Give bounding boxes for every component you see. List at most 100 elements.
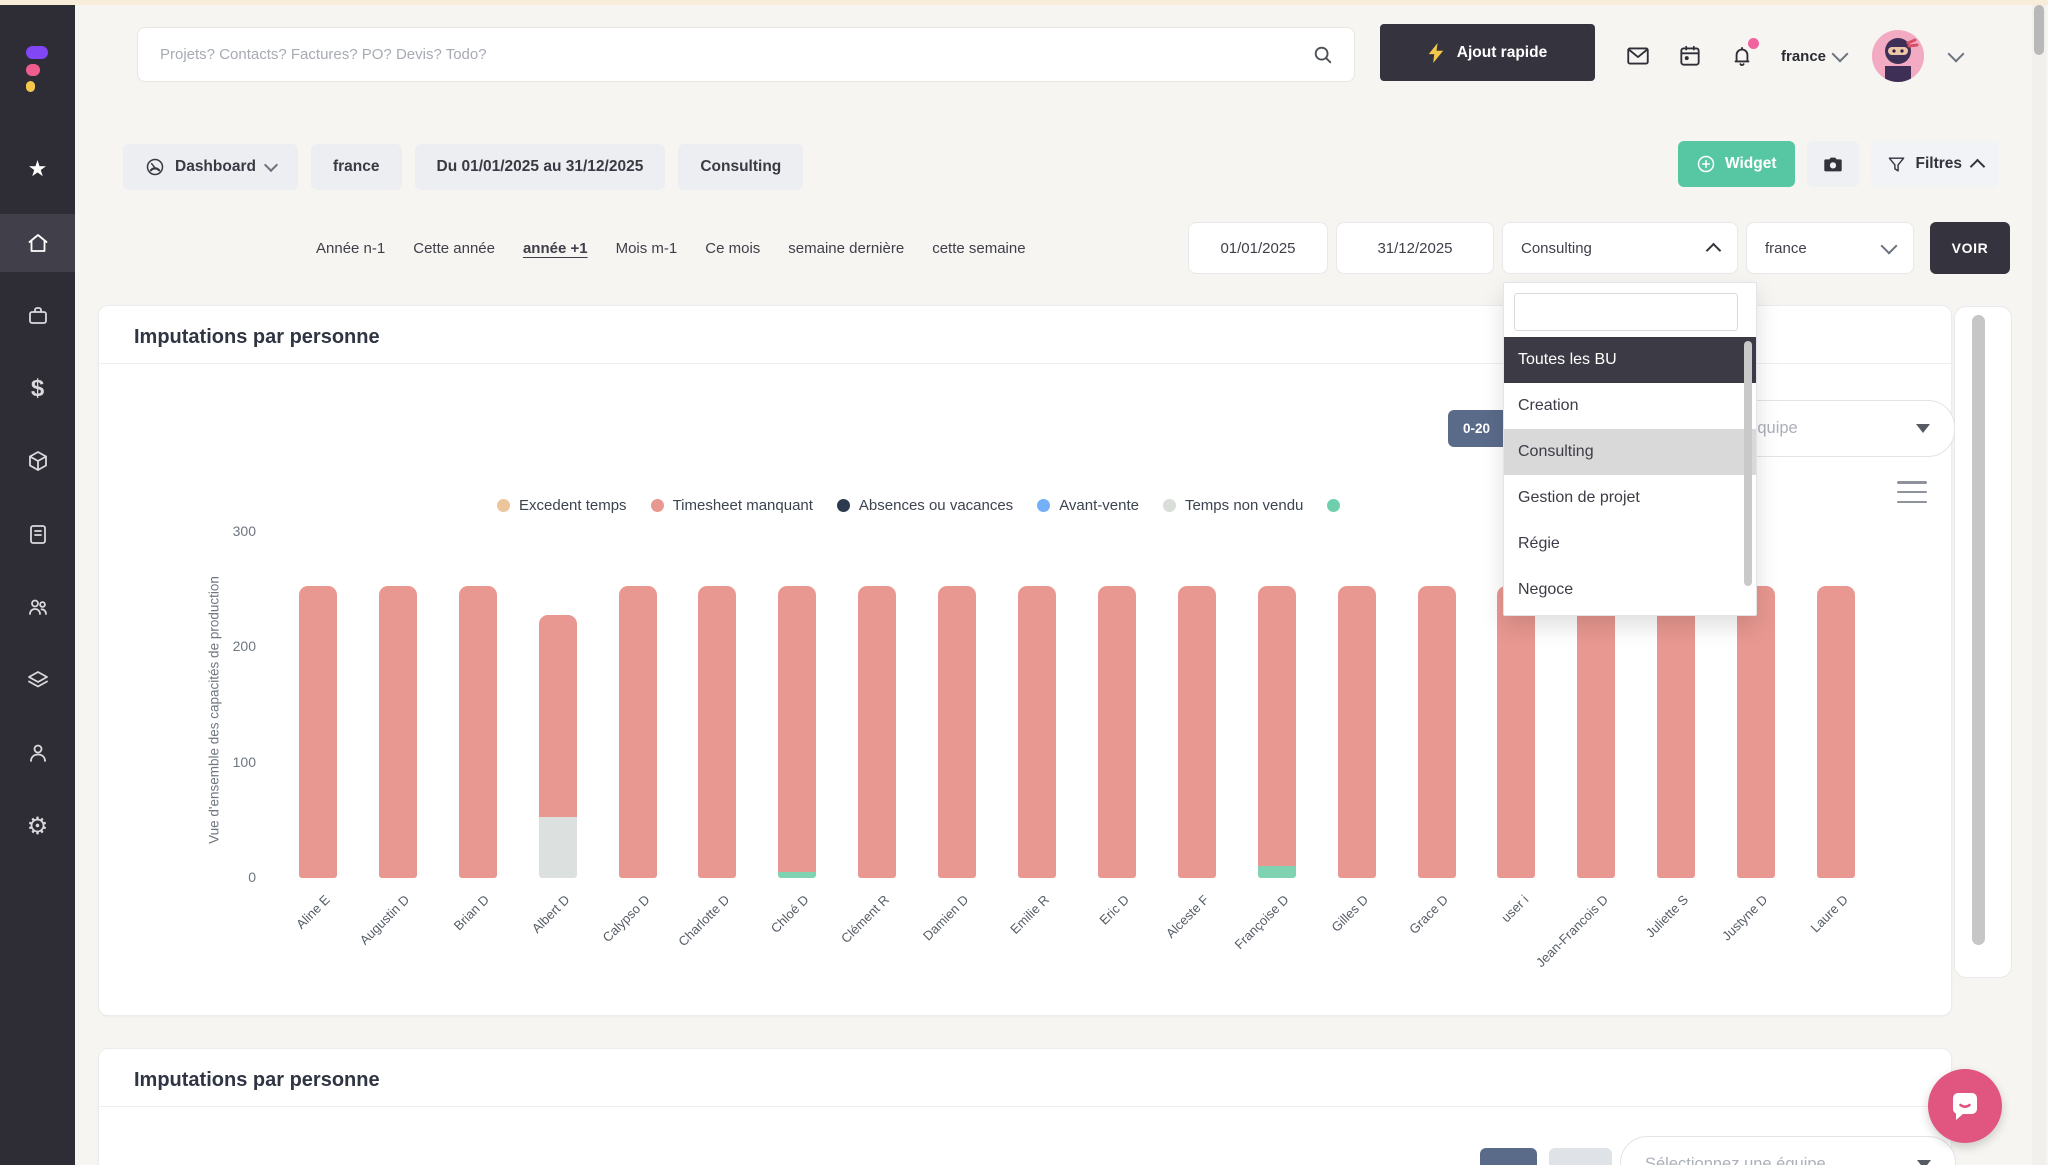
legend-label: Excedent temps <box>519 497 627 514</box>
date-from-value: 01/01/2025 <box>1220 240 1295 257</box>
pagination-badge-active[interactable] <box>1480 1148 1537 1165</box>
quick-link[interactable]: Année n-1 <box>316 240 385 257</box>
add-widget-label: Widget <box>1725 155 1777 173</box>
team-select-2[interactable]: Sélectionnez une équipe <box>1620 1136 1956 1165</box>
quick-link[interactable]: Mois m-1 <box>616 240 678 257</box>
bar-segment <box>379 586 417 878</box>
bu-option[interactable]: Gestion de projet <box>1504 475 1756 521</box>
bar-segment <box>778 586 816 872</box>
team-select-2-placeholder: Sélectionnez une équipe <box>1645 1155 1826 1165</box>
calendar-button[interactable] <box>1677 43 1703 69</box>
pagination-badge-inactive[interactable] <box>1549 1148 1612 1165</box>
bu-option[interactable]: Negoce <box>1504 567 1756 613</box>
bar-segment <box>1098 586 1136 878</box>
apply-filters-button[interactable]: VOIR <box>1930 222 2010 274</box>
app-logo[interactable] <box>26 46 56 96</box>
sidebar-item-finance[interactable]: $ <box>0 367 75 411</box>
screenshot-button[interactable] <box>1807 141 1859 187</box>
account-chevron-icon[interactable] <box>1948 46 1965 63</box>
triangle-down-icon <box>1917 1160 1931 1165</box>
side-widget-scrollbar[interactable] <box>1972 315 1985 945</box>
breadcrumb-period[interactable]: Du 01/01/2025 au 31/12/2025 <box>415 144 666 190</box>
home-icon <box>26 231 50 255</box>
bar-fran-oise-d <box>1258 586 1296 878</box>
date-to-input[interactable]: 31/12/2025 <box>1336 222 1494 274</box>
triangle-down-icon <box>1916 424 1930 433</box>
bar-juliette-s <box>1657 586 1695 878</box>
quick-link[interactable]: cette semaine <box>932 240 1025 257</box>
sidebar-item-planning[interactable] <box>0 294 75 338</box>
bar-user-i <box>1497 586 1535 878</box>
filters-label: Filtres <box>1916 155 1963 173</box>
messages-button[interactable] <box>1625 43 1651 69</box>
bar-eric-d <box>1098 586 1136 878</box>
bu-option[interactable]: Toutes les BU <box>1504 337 1756 383</box>
hamburger-icon <box>1897 481 1927 484</box>
chart-y-axis: 0100200300 <box>190 532 256 878</box>
legend-item[interactable]: Temps non vendu <box>1163 497 1303 514</box>
chat-bubble-icon <box>1946 1087 1984 1125</box>
bu-dropdown-search-input[interactable] <box>1514 293 1738 331</box>
sidebar-item-favorites[interactable]: ★ <box>0 147 75 191</box>
search-input[interactable] <box>158 45 1312 64</box>
org-switcher[interactable]: france <box>1781 48 1846 65</box>
chevron-up-icon <box>1706 242 1722 258</box>
bu-option[interactable]: Consulting <box>1504 429 1756 475</box>
funnel-icon <box>1887 155 1906 174</box>
chart-menu-button[interactable] <box>1897 481 1927 503</box>
date-from-input[interactable]: 01/01/2025 <box>1188 222 1328 274</box>
quick-link[interactable]: semaine dernière <box>788 240 904 257</box>
add-widget-button[interactable]: Widget <box>1678 141 1795 187</box>
quick-add-button[interactable]: Ajout rapide <box>1380 24 1595 81</box>
quick-link[interactable]: Ce mois <box>705 240 760 257</box>
calendar-icon <box>1677 43 1703 69</box>
bar-segment <box>938 586 976 878</box>
bar-segment <box>1418 586 1456 878</box>
legend-dot <box>1327 499 1340 512</box>
global-search[interactable] <box>137 27 1355 82</box>
org-select[interactable]: france <box>1746 222 1914 274</box>
chat-launcher-button[interactable] <box>1928 1069 2002 1143</box>
legend-item[interactable]: Avant-vente <box>1037 497 1139 514</box>
page-scrollbar-thumb[interactable] <box>2034 5 2044 55</box>
quick-link[interactable]: Cette année <box>413 240 495 257</box>
search-icon <box>1312 44 1334 66</box>
breadcrumb-dashboard[interactable]: Dashboard <box>123 144 298 190</box>
bu-select[interactable]: Consulting <box>1502 222 1738 274</box>
bu-option[interactable]: Régie <box>1504 521 1756 567</box>
legend-item[interactable] <box>1327 499 1340 512</box>
sidebar-item-profile[interactable] <box>0 731 75 775</box>
breadcrumb-org[interactable]: france <box>311 144 402 190</box>
pagination-badge-label: 0-20 <box>1463 421 1490 436</box>
notebook-icon <box>26 522 50 546</box>
breadcrumb-period-label: Du 01/01/2025 au 31/12/2025 <box>437 158 644 176</box>
bu-dropdown-panel: Toutes les BUCreationConsultingGestion d… <box>1503 282 1757 616</box>
bar-brian-d <box>459 586 497 878</box>
quick-link[interactable]: année +1 <box>523 240 588 257</box>
bar-segment <box>858 586 896 878</box>
bu-option[interactable]: Creation <box>1504 383 1756 429</box>
sidebar-item-products[interactable] <box>0 439 75 483</box>
filters-button[interactable]: Filtres <box>1871 141 2000 187</box>
legend-item[interactable]: Timesheet manquant <box>651 497 813 514</box>
divider <box>99 1106 1951 1107</box>
legend-label: Absences ou vacances <box>859 497 1013 514</box>
bu-dropdown-scrollbar[interactable] <box>1744 341 1752 586</box>
notifications-button[interactable] <box>1729 43 1755 69</box>
bar-albert-d <box>539 615 577 878</box>
bar-damien-d <box>938 586 976 878</box>
sidebar-item-notebook[interactable] <box>0 512 75 556</box>
legend-item[interactable]: Absences ou vacances <box>837 497 1013 514</box>
avatar[interactable] <box>1872 30 1924 82</box>
sidebar-item-team[interactable] <box>0 585 75 629</box>
breadcrumb-bu[interactable]: Consulting <box>678 144 803 190</box>
logo-bar-purple <box>26 46 48 59</box>
legend-item[interactable]: Excedent temps <box>497 497 627 514</box>
bu-dropdown-options: Toutes les BUCreationConsultingGestion d… <box>1504 337 1756 613</box>
sidebar: ★ $ ⚙ <box>0 0 75 1165</box>
sidebar-item-layers[interactable] <box>0 658 75 702</box>
date-to-value: 31/12/2025 <box>1377 240 1452 257</box>
sidebar-item-home[interactable] <box>0 214 75 272</box>
sidebar-item-settings[interactable]: ⚙ <box>0 805 75 849</box>
apply-filters-label: VOIR <box>1952 240 1989 256</box>
